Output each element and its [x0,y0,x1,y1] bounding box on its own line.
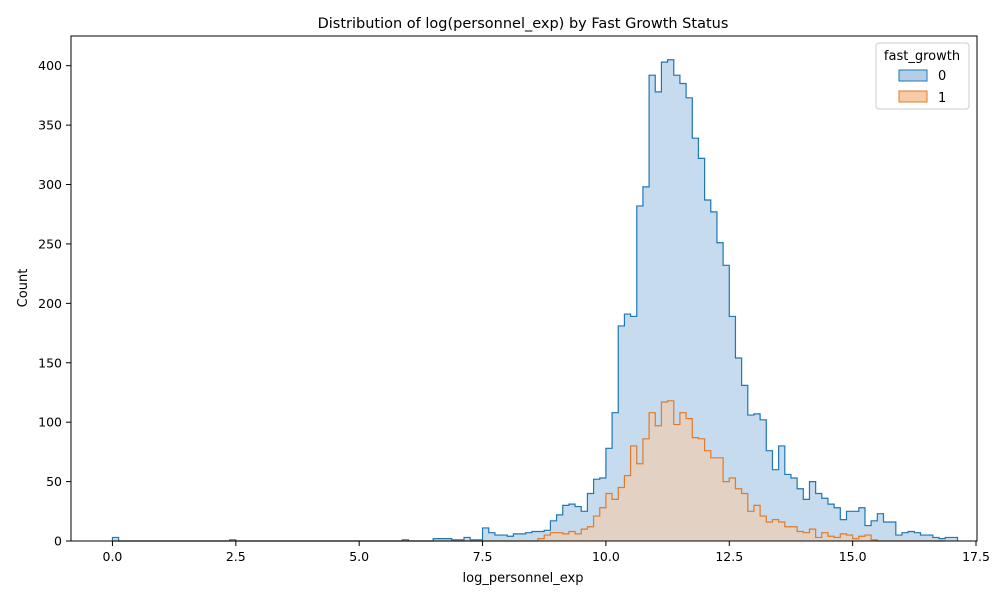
series-0-area [112,59,958,541]
plot-area [111,59,959,542]
y-tick-label: 50 [46,474,62,489]
series-1-area [112,400,946,541]
x-tick-label: 17.5 [962,549,990,564]
y-tick-label: 350 [38,118,62,133]
x-tick-label: 0.0 [103,549,123,564]
y-tick-label: 100 [38,415,62,430]
legend-swatch-1 [898,90,928,103]
plot-frame [70,35,978,542]
x-tick-label: 2.5 [226,549,246,564]
legend-label-1: 1 [938,91,946,106]
y-axis: 0 50 100 150 200 250 300 350 400 [38,58,71,549]
y-tick-label: 250 [38,236,62,251]
y-tick-label: 400 [38,58,62,73]
y-axis-label: Count [16,269,31,308]
y-tick-label: 200 [38,296,62,311]
legend: fast_growth 0 1 [875,42,970,110]
legend-label-0: 0 [938,69,946,84]
y-tick-label: 300 [38,177,62,192]
y-tick-label: 0 [54,534,62,549]
series-0-step-line [111,59,959,542]
y-tick-label: 150 [38,355,62,370]
legend-swatch-0 [898,69,928,82]
x-tick-label: 10.0 [592,549,620,564]
x-axis: 0.0 2.5 5.0 7.5 10.0 12.5 15.0 17.5 [103,541,990,564]
x-tick-label: 15.0 [839,549,867,564]
legend-title: fast_growth [884,49,960,64]
x-tick-label: 5.0 [349,549,369,564]
chart-title: Distribution of log(personnel_exp) by Fa… [318,16,729,32]
x-tick-label: 12.5 [715,549,743,564]
x-tick-label: 7.5 [473,549,493,564]
x-axis-label: log_personnel_exp [463,571,584,586]
